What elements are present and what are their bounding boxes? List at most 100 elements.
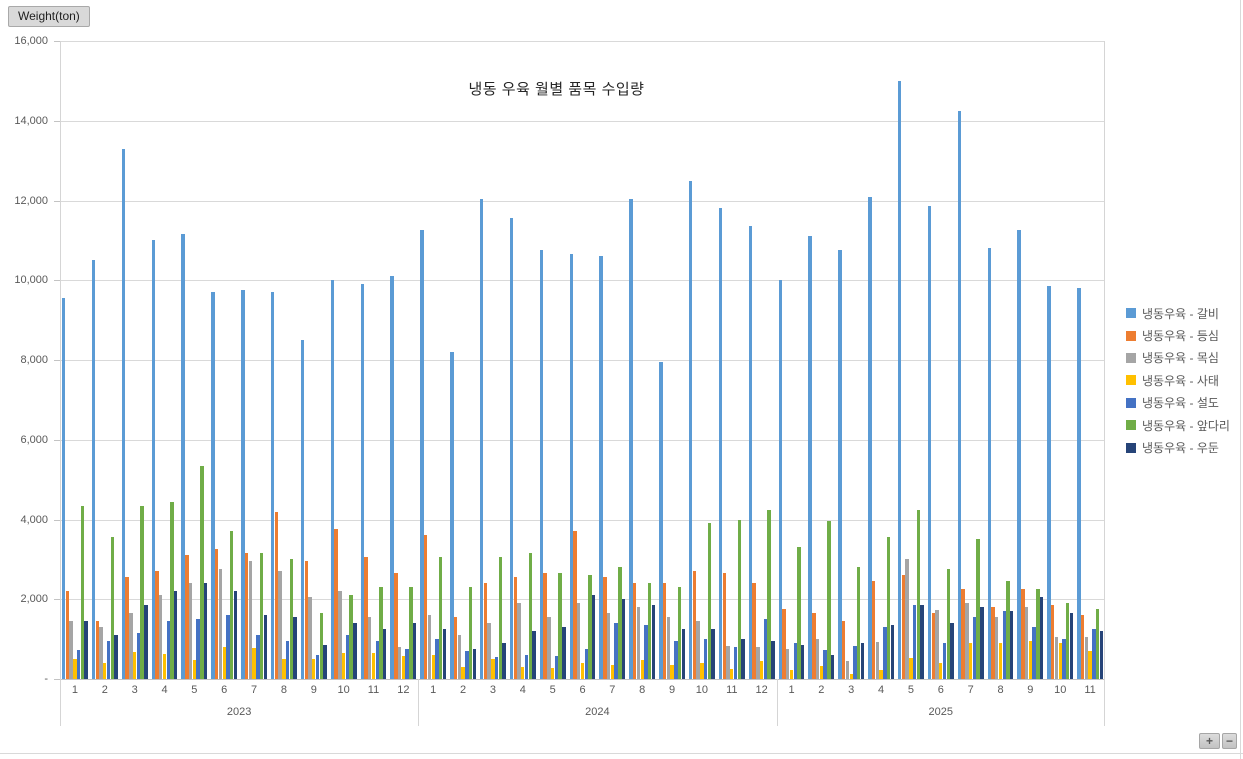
bar bbox=[349, 595, 353, 679]
bar bbox=[980, 607, 984, 679]
bar bbox=[1084, 637, 1088, 679]
bar bbox=[174, 591, 178, 679]
bar bbox=[674, 641, 678, 679]
bar bbox=[99, 627, 103, 679]
bar bbox=[927, 206, 932, 679]
gridline bbox=[60, 519, 1105, 521]
bar bbox=[203, 583, 208, 679]
bar bbox=[633, 583, 637, 679]
bar bbox=[73, 659, 77, 679]
bar bbox=[1077, 288, 1081, 679]
bar bbox=[857, 567, 861, 679]
bar bbox=[162, 654, 167, 679]
bar bbox=[80, 505, 85, 679]
bar bbox=[778, 280, 782, 679]
zoom-in-button[interactable]: + bbox=[1199, 733, 1220, 749]
bar bbox=[379, 587, 383, 679]
bar bbox=[875, 641, 879, 679]
bar bbox=[304, 561, 308, 679]
bar bbox=[233, 591, 238, 679]
bar bbox=[211, 292, 215, 679]
month-label: 8 bbox=[280, 684, 287, 696]
bar bbox=[300, 340, 305, 679]
month-label: 6 bbox=[221, 684, 228, 696]
bar bbox=[472, 649, 476, 679]
bar bbox=[487, 623, 491, 679]
month-label: 11 bbox=[1084, 684, 1096, 696]
legend-label: 냉동우육 - 등심 bbox=[1142, 329, 1219, 344]
bar bbox=[610, 665, 615, 679]
bar bbox=[1047, 286, 1051, 679]
bar bbox=[397, 647, 402, 679]
gridline bbox=[60, 280, 1105, 282]
bar bbox=[114, 635, 118, 679]
bar bbox=[76, 649, 81, 679]
bar bbox=[621, 599, 626, 679]
bar bbox=[218, 569, 223, 679]
bar bbox=[315, 655, 320, 679]
bar bbox=[1051, 605, 1055, 679]
month-label: 7 bbox=[251, 684, 258, 696]
gridline bbox=[60, 360, 1105, 361]
axis-unit-chip[interactable]: Weight(ton) bbox=[8, 6, 90, 27]
bar bbox=[838, 250, 842, 679]
legend-label: 냉동우육 - 갈비 bbox=[1142, 306, 1219, 321]
bar bbox=[782, 609, 786, 679]
month-label: 9 bbox=[310, 684, 317, 696]
bar bbox=[901, 575, 906, 679]
bar bbox=[103, 663, 107, 679]
month-label: 8 bbox=[639, 684, 646, 696]
y-axis-tick bbox=[54, 360, 60, 361]
bar bbox=[1017, 230, 1021, 679]
bar bbox=[528, 553, 532, 679]
bar bbox=[483, 583, 488, 679]
y-axis-label: 8,000 bbox=[20, 354, 48, 366]
month-label: 3 bbox=[848, 684, 855, 696]
month-label: 10 bbox=[695, 684, 709, 696]
bar bbox=[524, 655, 529, 679]
bar bbox=[748, 226, 753, 679]
y-axis-tick bbox=[54, 439, 60, 441]
bar bbox=[812, 613, 816, 679]
bar bbox=[662, 583, 667, 679]
bar bbox=[592, 595, 596, 679]
y-axis-label: 4,000 bbox=[20, 513, 48, 526]
bar bbox=[521, 667, 525, 679]
month-label: 10 bbox=[337, 684, 350, 696]
month-label: 7 bbox=[967, 684, 974, 696]
bar bbox=[819, 666, 824, 679]
month-label: 2 bbox=[818, 684, 825, 696]
bar bbox=[648, 583, 652, 679]
bar bbox=[640, 659, 644, 679]
legend: 냉동우육 - 갈비 냉동우육 - 등심 냉동우육 - 목심 냉동우육 - 사태 냉동우육… bbox=[1126, 302, 1230, 459]
bar bbox=[741, 639, 745, 679]
zoom-out-button[interactable]: − bbox=[1222, 733, 1237, 749]
bar bbox=[827, 521, 831, 679]
bar bbox=[1039, 597, 1044, 679]
month-label: 9 bbox=[669, 684, 676, 696]
bar bbox=[912, 605, 917, 679]
bar bbox=[248, 561, 252, 679]
bar bbox=[995, 617, 999, 679]
bar bbox=[580, 663, 585, 679]
y-axis-tick bbox=[54, 280, 60, 282]
month-label: 11 bbox=[726, 684, 738, 696]
bar bbox=[823, 649, 827, 679]
bar bbox=[1092, 629, 1096, 679]
bar bbox=[700, 663, 704, 679]
bar bbox=[726, 645, 730, 679]
bar bbox=[965, 603, 969, 679]
bar bbox=[890, 625, 894, 679]
bar bbox=[666, 617, 670, 679]
bar bbox=[278, 571, 282, 679]
bar bbox=[412, 623, 417, 679]
month-label: 8 bbox=[997, 684, 1004, 696]
bar bbox=[558, 573, 562, 679]
bar bbox=[1032, 627, 1036, 679]
bar bbox=[730, 668, 734, 679]
bar bbox=[946, 569, 950, 679]
bar bbox=[368, 617, 372, 679]
bar bbox=[465, 651, 469, 679]
bar bbox=[334, 529, 338, 679]
bar bbox=[1088, 651, 1092, 679]
